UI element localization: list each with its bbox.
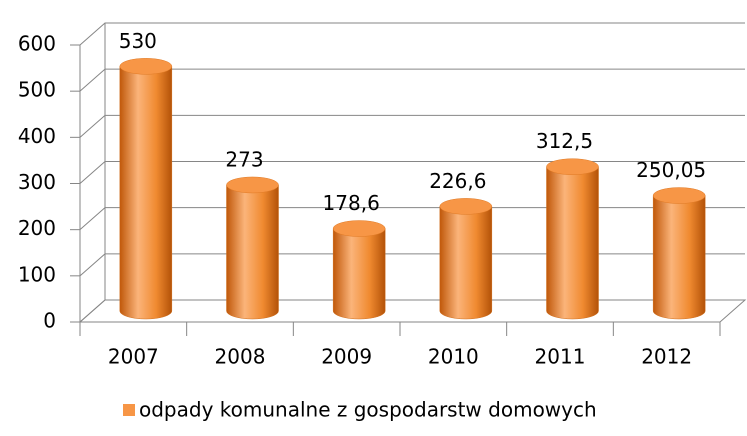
y-tick-label: 500 bbox=[18, 78, 56, 102]
y-tick-label: 300 bbox=[18, 170, 56, 194]
bar bbox=[652, 195, 706, 320]
grid-line bbox=[79, 161, 745, 184]
y-tick-label: 200 bbox=[18, 216, 56, 240]
x-tick-label: 2008 bbox=[215, 345, 266, 369]
y-tick-label: 0 bbox=[43, 309, 56, 333]
bar-top bbox=[226, 176, 279, 194]
bar-top bbox=[652, 187, 706, 204]
grid-line bbox=[79, 253, 745, 277]
y-tick-label: 600 bbox=[18, 32, 56, 56]
grid-line bbox=[79, 68, 745, 92]
bar-top bbox=[546, 158, 599, 175]
legend-label: odpady komunalne z gospodarstw domowych bbox=[139, 398, 597, 422]
value-label: 226,6 bbox=[429, 169, 486, 193]
bar-top bbox=[332, 220, 386, 237]
bar bbox=[119, 66, 173, 320]
x-tick-label: 2011 bbox=[535, 345, 586, 369]
bar bbox=[226, 184, 279, 320]
value-label: 178,6 bbox=[323, 191, 380, 215]
bar-top bbox=[119, 58, 173, 75]
bar-top bbox=[439, 198, 493, 215]
value-label: 530 bbox=[119, 29, 157, 53]
grid-line bbox=[79, 22, 745, 46]
value-label: 250,05 bbox=[636, 158, 706, 182]
bar bbox=[546, 166, 599, 320]
y-tick-label: 400 bbox=[18, 124, 56, 148]
x-tick-label: 2009 bbox=[321, 345, 372, 369]
legend-swatch bbox=[123, 404, 135, 416]
grid-line bbox=[79, 207, 745, 231]
value-label: 273 bbox=[225, 147, 263, 171]
x-tick-label: 2007 bbox=[108, 345, 159, 369]
floor bbox=[78, 299, 747, 323]
grid-line bbox=[79, 114, 745, 138]
bar bbox=[439, 206, 493, 320]
y-tick-label: 100 bbox=[18, 262, 56, 286]
x-tick-label: 2010 bbox=[428, 345, 479, 369]
value-label: 312,5 bbox=[536, 129, 593, 153]
grid-line bbox=[79, 299, 745, 323]
x-tick-label: 2012 bbox=[641, 345, 692, 369]
bar bbox=[332, 228, 386, 320]
